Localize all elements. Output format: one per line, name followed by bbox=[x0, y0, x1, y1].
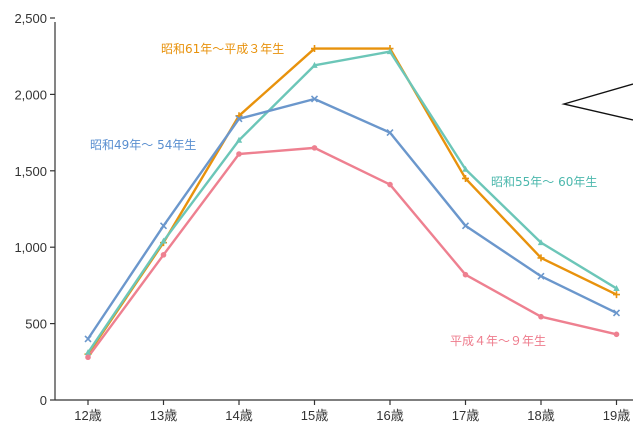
data-point bbox=[612, 309, 621, 317]
data-point bbox=[538, 313, 544, 320]
data-point bbox=[235, 136, 243, 143]
data-point bbox=[85, 354, 91, 361]
series-line-2 bbox=[87, 97, 618, 340]
series-line-0 bbox=[87, 47, 618, 355]
data-point bbox=[462, 271, 469, 278]
y-tick-label: 1,000 bbox=[14, 240, 47, 255]
data-point bbox=[462, 174, 469, 182]
y-tick-label: 1,500 bbox=[14, 164, 47, 179]
data-point bbox=[311, 45, 318, 53]
data-point bbox=[537, 239, 545, 246]
data-point bbox=[159, 222, 168, 230]
x-tick-label: 12歳 bbox=[74, 408, 101, 423]
series-line-3 bbox=[87, 146, 617, 358]
data-point bbox=[613, 331, 620, 338]
data-point bbox=[387, 181, 393, 188]
y-tick-label: 2,500 bbox=[14, 11, 47, 26]
x-tick-label: 19歳 bbox=[603, 408, 630, 423]
data-point bbox=[613, 291, 620, 299]
series-line-1 bbox=[87, 50, 618, 354]
data-point bbox=[311, 145, 318, 151]
series-label-s55: 昭和55年～ 60年生 bbox=[491, 175, 597, 189]
data-point bbox=[310, 95, 319, 103]
y-tick-label: 500 bbox=[25, 317, 47, 332]
x-tick-label: 17歳 bbox=[452, 408, 479, 423]
data-point bbox=[613, 284, 620, 291]
x-tick-label: 18歳 bbox=[527, 408, 554, 423]
data-point bbox=[236, 151, 242, 157]
series-label-h4: 平成４年～９年生 bbox=[450, 334, 546, 348]
data-point bbox=[235, 115, 243, 123]
data-point bbox=[462, 165, 469, 172]
data-point bbox=[386, 129, 394, 137]
y-tick-label: 0 bbox=[40, 393, 47, 408]
data-point bbox=[311, 61, 318, 68]
data-point bbox=[537, 254, 545, 262]
data-point bbox=[386, 48, 394, 55]
data-point bbox=[160, 237, 167, 244]
data-point bbox=[461, 222, 470, 230]
x-tick-label: 13歳 bbox=[150, 408, 177, 423]
callout-pointer bbox=[561, 83, 633, 121]
series-label-s61: 昭和61年～平成３年生 bbox=[161, 42, 284, 56]
series-label-s49: 昭和49年～ 54年生 bbox=[90, 138, 196, 152]
data-point bbox=[160, 252, 167, 258]
x-tick-label: 16歳 bbox=[376, 408, 403, 423]
x-tick-label: 15歳 bbox=[301, 408, 328, 423]
data-point bbox=[84, 335, 92, 343]
x-tick-label: 14歳 bbox=[225, 408, 252, 423]
data-point bbox=[537, 272, 545, 280]
data-point bbox=[84, 349, 92, 356]
y-tick-label: 2,000 bbox=[14, 87, 47, 102]
